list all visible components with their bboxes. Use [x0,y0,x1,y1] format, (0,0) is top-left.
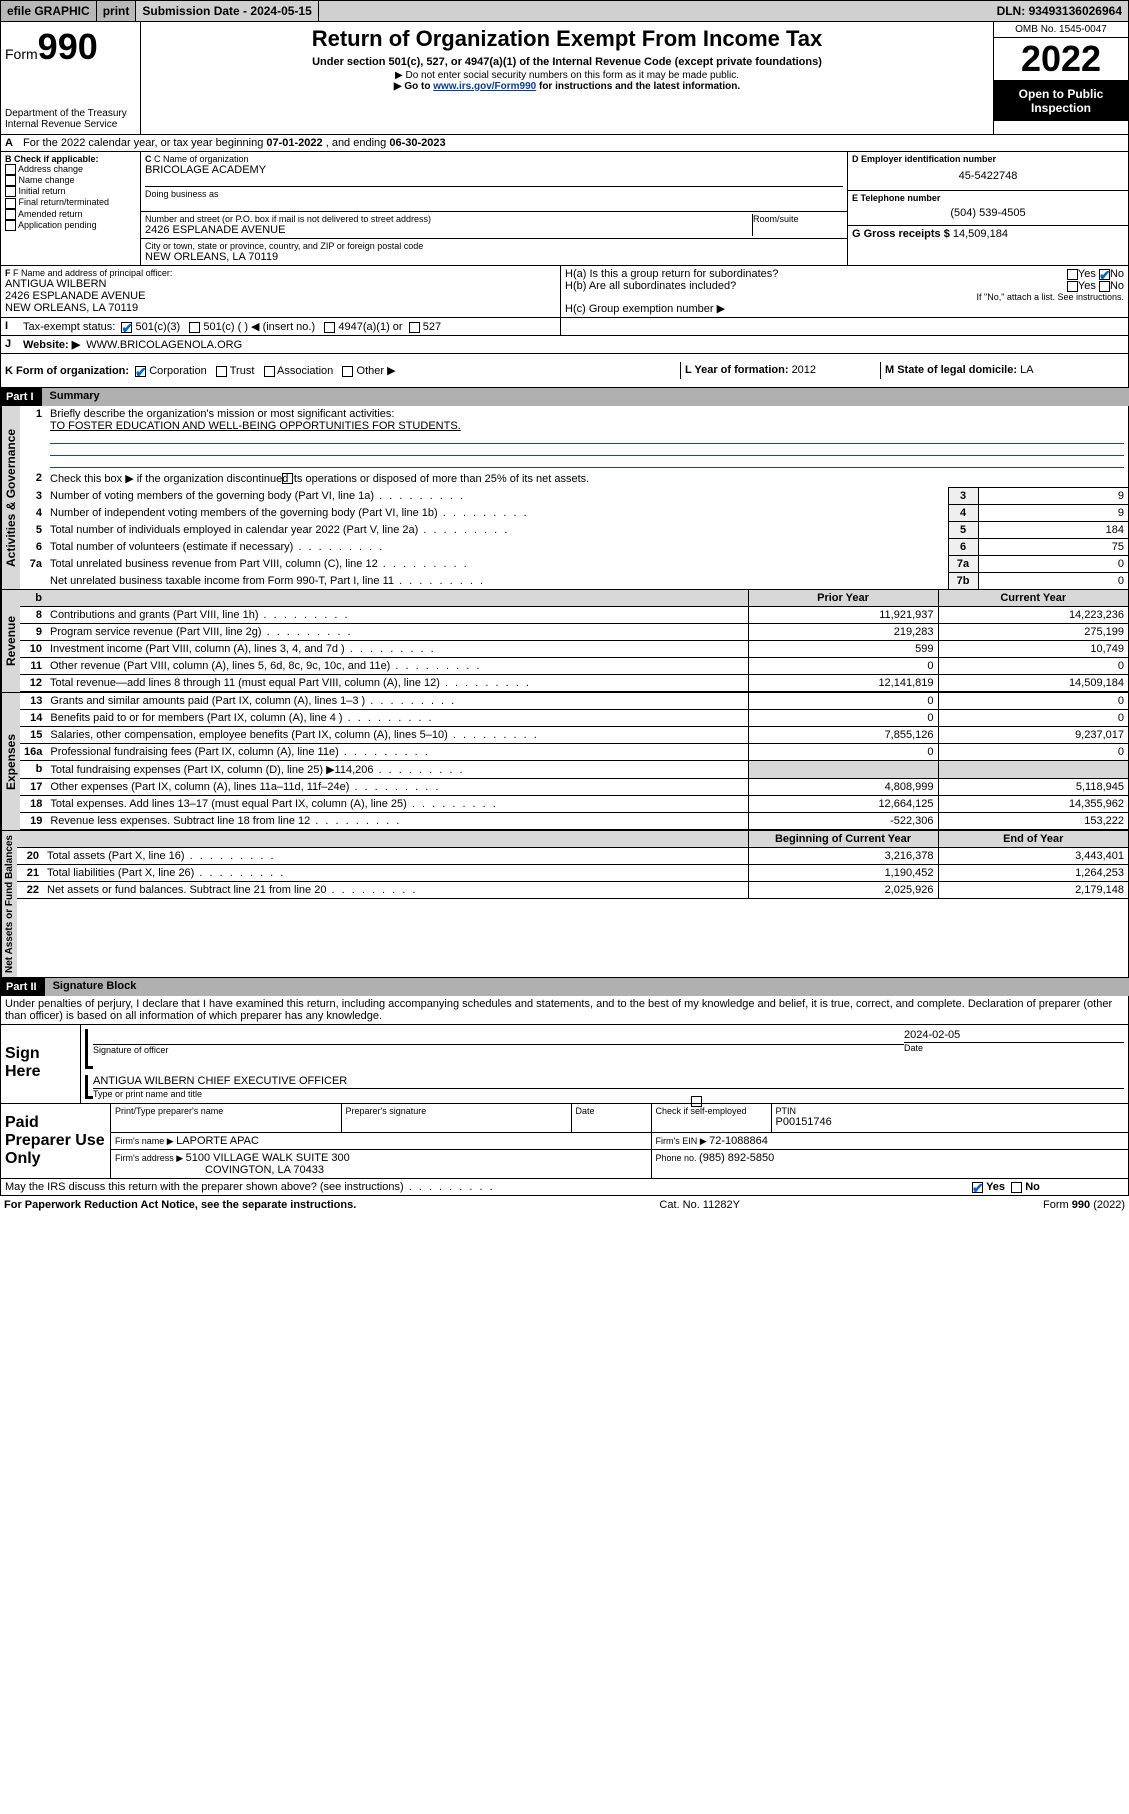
box-b: B Check if applicable: Address change Na… [1,152,141,265]
org-city: NEW ORLEANS, LA 70119 [145,251,843,263]
ptin: P00151746 [776,1116,1125,1128]
firm-phone: (985) 892-5850 [699,1152,774,1164]
irs-label: Internal Revenue Service [5,119,136,130]
open-public: Open to Public Inspection [994,81,1128,121]
officer-block: F F Name and address of principal office… [0,266,1129,318]
declaration: Under penalties of perjury, I declare th… [0,996,1129,1025]
form990-link[interactable]: www.irs.gov/Form990 [433,81,536,92]
top-bar: efile GRAPHIC print Submission Date - 20… [0,0,1129,22]
officer-name: ANTIGUA WILBERN CHIEF EXECUTIVE OFFICER [93,1075,1124,1087]
firm-ein: 72-1088864 [709,1135,768,1147]
sig-date: 2024-02-05 [904,1029,1124,1041]
gross-receipts: 14,509,184 [953,228,1008,240]
may-irs-discuss: May the IRS discuss this return with the… [0,1179,1129,1196]
box-deg: D Employer identification number 45-5422… [848,152,1128,265]
box-h: H(a) Is this a group return for subordin… [561,266,1128,317]
netassets-block: Net Assets or Fund Balances Beginning of… [0,831,1129,978]
footer: For Paperwork Reduction Act Notice, see … [0,1196,1129,1214]
form-title: Return of Organization Exempt From Incom… [145,26,989,52]
side-netassets: Net Assets or Fund Balances [1,831,17,977]
revenue-block: Revenue b Prior Year Current Year 8Contr… [0,590,1129,693]
line-klm: K Form of organization: Corporation Trus… [0,354,1129,388]
efile-label: efile GRAPHIC [1,1,97,21]
box-f: F F Name and address of principal office… [1,266,561,317]
line-i: I Tax-exempt status: 501(c)(3) 501(c) ( … [0,318,1129,336]
subtitle-3: ▶ Go to www.irs.gov/Form990 for instruct… [145,81,989,92]
form-number: Form990 [5,26,136,68]
subtitle-1: Under section 501(c), 527, or 4947(a)(1)… [145,56,989,68]
website: WWW.BRICOLAGENOLA.ORG [86,339,242,351]
phone: (504) 539-4505 [852,203,1124,223]
form-footer: Form 990 (2022) [1043,1199,1125,1211]
org-name: BRICOLAGE ACADEMY [145,164,843,176]
tax-year: 2022 [994,38,1128,81]
dept-treasury: Department of the Treasury [5,108,136,119]
dln: DLN: 93493136026964 [991,1,1128,21]
box-c: C C Name of organization BRICOLAGE ACADE… [141,152,847,265]
omb-number: OMB No. 1545-0047 [994,22,1128,38]
entity-block: B Check if applicable: Address change Na… [0,152,1129,266]
line-j: J Website: ▶ WWW.BRICOLAGENOLA.ORG [0,336,1129,354]
print-button[interactable]: print [97,1,137,21]
submission-date: Submission Date - 2024-05-15 [136,1,318,21]
line-a: A For the 2022 calendar year, or tax yea… [0,135,1129,152]
paid-preparer-block: Paid Preparer Use Only Print/Type prepar… [0,1104,1129,1179]
side-expenses: Expenses [1,693,20,830]
part1-body: Activities & Governance 1 Briefly descri… [0,406,1129,590]
side-governance: Activities & Governance [1,406,20,589]
side-revenue: Revenue [1,590,20,692]
firm-name: LAPORTE APAC [176,1135,259,1147]
part2-header: Part II Signature Block [0,978,1129,996]
mission: TO FOSTER EDUCATION AND WELL-BEING OPPOR… [50,420,461,432]
sign-here-block: Sign Here Signature of officer 2024-02-0… [0,1025,1129,1104]
expenses-block: Expenses 13Grants and similar amounts pa… [0,693,1129,831]
org-street: 2426 ESPLANADE AVENUE [145,224,752,236]
subtitle-2: ▶ Do not enter social security numbers o… [145,70,989,81]
ein: 45-5422748 [852,164,1124,188]
form-header: Form990 Department of the Treasury Inter… [0,22,1129,135]
part1-header: Part I Summary [0,388,1129,406]
